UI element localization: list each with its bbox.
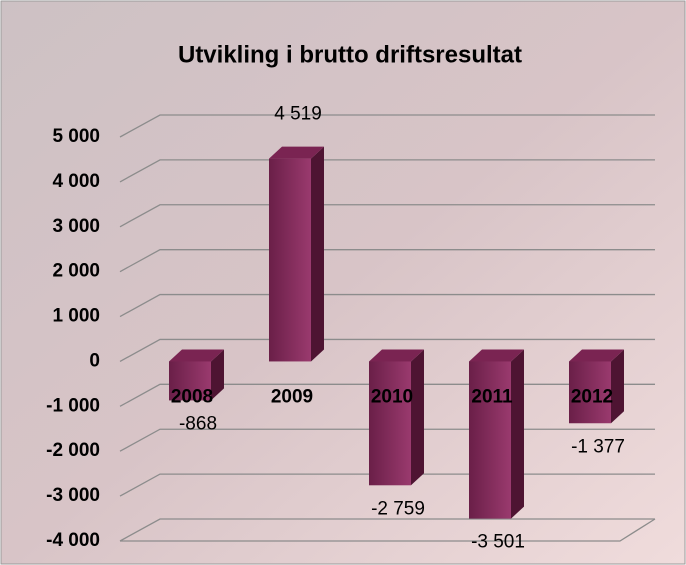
x-tick-label: 2010 — [371, 386, 413, 407]
bar-side — [611, 349, 624, 424]
x-tick-label: 2009 — [271, 386, 313, 407]
bar — [369, 361, 411, 486]
data-label: -868 — [179, 413, 217, 434]
bar-top — [269, 146, 324, 159]
bar-side — [311, 146, 324, 362]
y-tick-label: 3 000 — [52, 216, 100, 237]
bars — [169, 146, 624, 519]
bar-side — [511, 349, 524, 519]
grid-line — [119, 293, 655, 318]
data-label: -3 501 — [471, 532, 525, 553]
grid-line — [119, 114, 655, 138]
floor-edge — [120, 518, 656, 542]
bar-top — [469, 349, 524, 362]
grid-line — [119, 204, 655, 228]
x-tick-label: 2008 — [171, 386, 213, 407]
y-tick-label: 5 000 — [52, 126, 100, 147]
y-tick-label: 4 000 — [52, 171, 100, 192]
grid-line — [119, 159, 655, 183]
bar — [469, 361, 511, 519]
x-tick-label: 2012 — [571, 386, 613, 407]
y-tick-label: -1 000 — [46, 395, 100, 416]
bar-side — [211, 349, 224, 401]
grid-line — [119, 518, 655, 542]
bar-top — [169, 349, 224, 362]
grid-line — [119, 338, 655, 363]
y-tick-label: 2 000 — [52, 261, 100, 282]
x-tick-label: 2011 — [471, 386, 513, 407]
data-label: -1 377 — [571, 436, 625, 457]
data-label: 4 519 — [274, 104, 322, 125]
chart-title: Utvikling i brutto driftsresultat — [178, 41, 522, 68]
bar-top — [369, 349, 424, 362]
bar-side — [411, 349, 424, 486]
bar-top — [569, 349, 624, 362]
y-tick-label: -4 000 — [46, 530, 100, 551]
bar — [569, 361, 611, 424]
bar — [169, 361, 211, 401]
grid-line — [119, 249, 655, 273]
y-tick-label: 0 — [89, 350, 100, 371]
bar — [269, 158, 311, 362]
y-tick-label: -3 000 — [46, 485, 100, 506]
y-tick-label: -2 000 — [46, 440, 100, 461]
data-label: -2 759 — [371, 498, 425, 519]
grid — [119, 114, 656, 542]
y-tick-label: 1 000 — [52, 306, 100, 327]
